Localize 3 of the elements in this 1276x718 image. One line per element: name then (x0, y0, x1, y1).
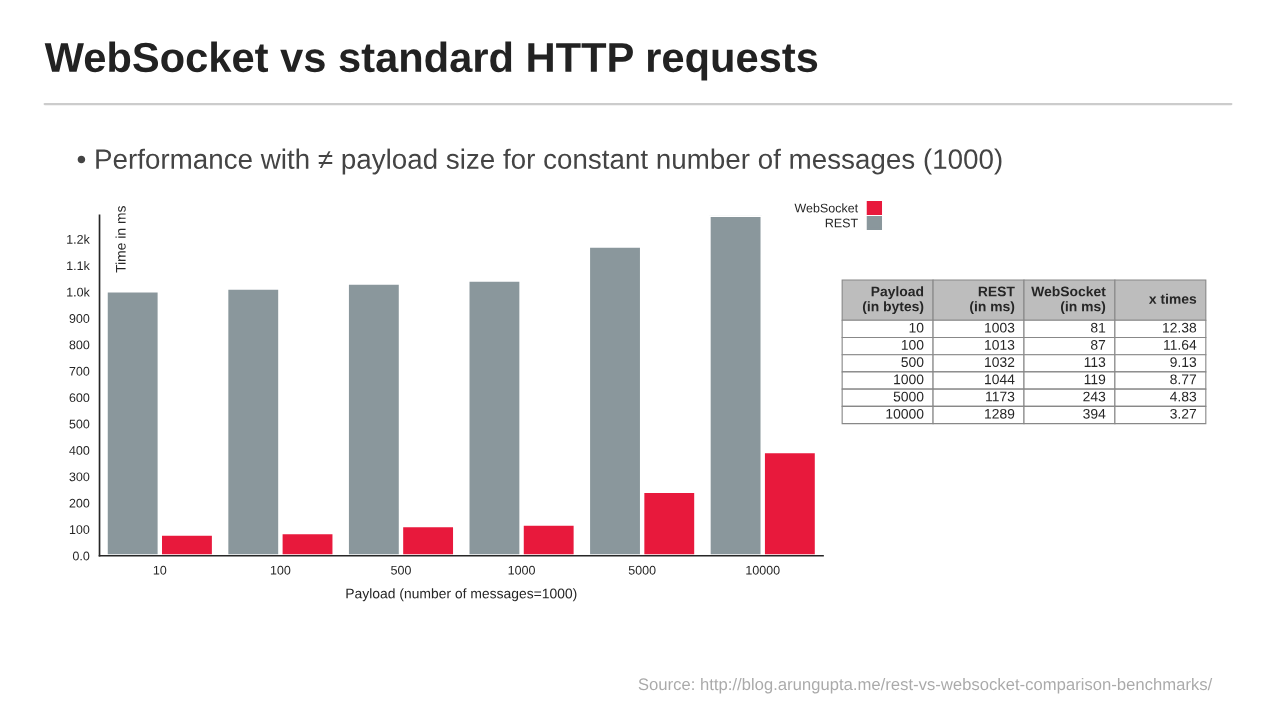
chart-subtitle: • Performance with ≠ payload size for constant number of messages (1000) (77, 148, 1002, 175)
source-note: Source: http://blog.arungupta.me/rest-vs-websocket-comparison-benchmarks/ (638, 677, 1213, 694)
chart-title: WebSocket vs standard HTTP requests (44, 41, 818, 81)
